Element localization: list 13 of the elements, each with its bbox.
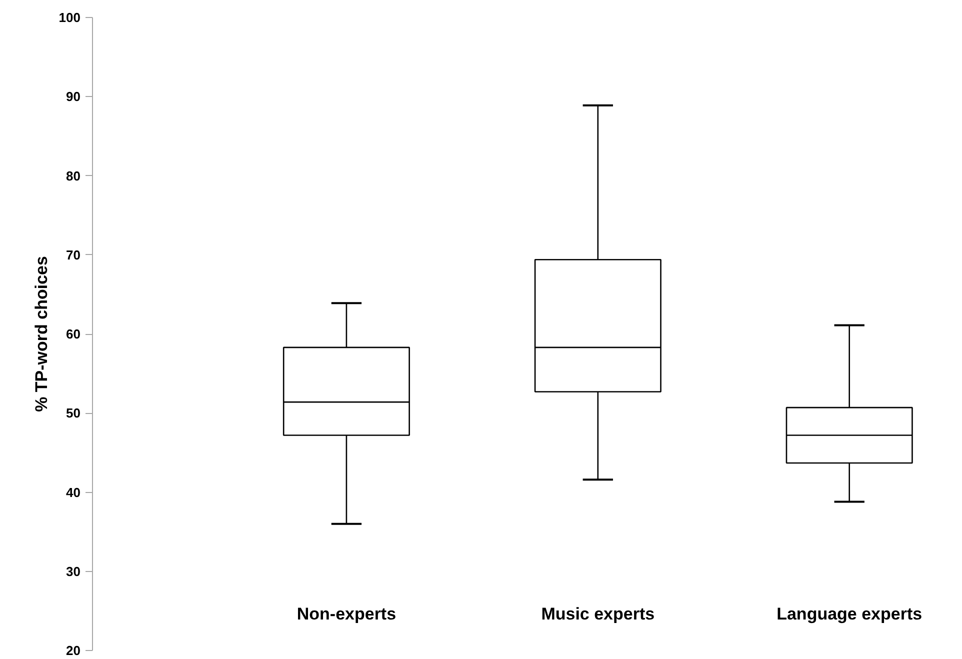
x-tick-label: Non-experts [296, 604, 396, 624]
y-tick-label: 20 [66, 643, 81, 658]
y-tick-label: 70 [66, 247, 81, 262]
y-tick-label: 60 [66, 326, 81, 342]
y-tick-label: 90 [66, 89, 81, 104]
y-tick-label: 100 [58, 10, 81, 25]
x-tick-label: Language experts [776, 604, 922, 624]
y-tick-label: 50 [66, 406, 81, 421]
x-tick-label: Music experts [541, 604, 655, 624]
y-tick-label: 30 [66, 564, 81, 579]
y-tick-label: 40 [66, 484, 81, 500]
y-axis-title: % TP-word choices [32, 256, 51, 412]
y-tick-label: 80 [66, 168, 81, 184]
